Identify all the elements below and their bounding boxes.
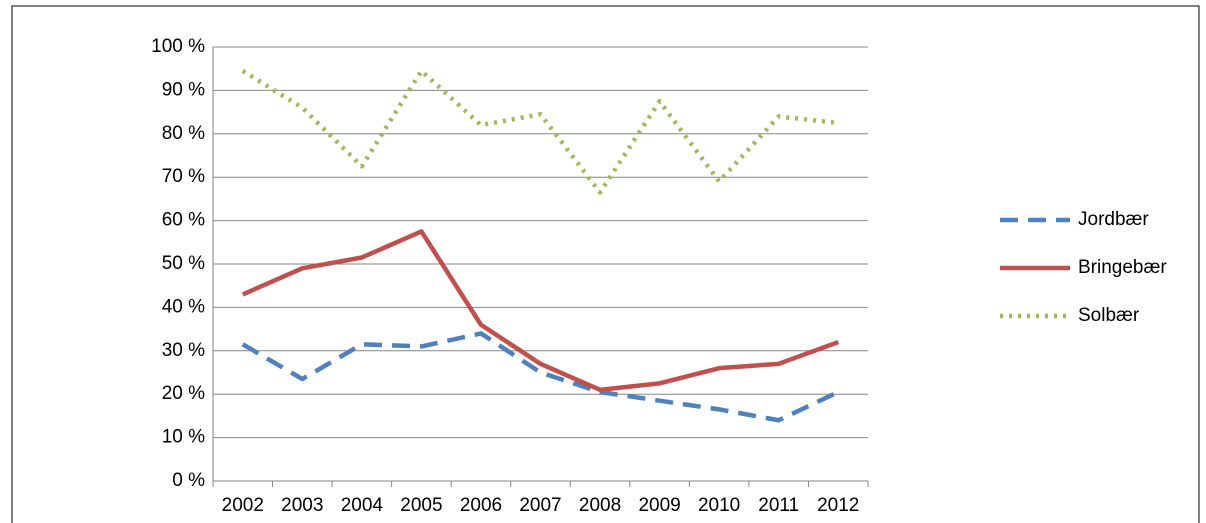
y-tick-label: 20 % [162, 383, 205, 404]
y-tick-label: 90 % [162, 79, 205, 100]
series-line [241, 229, 839, 393]
x-tick-label: 2004 [341, 495, 384, 516]
y-tick-label: 70 % [162, 166, 205, 187]
y-tick-label: 60 % [162, 210, 205, 231]
x-tick-label: 2005 [400, 495, 442, 516]
x-tick-label: 2010 [698, 495, 740, 516]
x-tick-label: 2009 [638, 495, 680, 516]
series-line [241, 331, 840, 423]
x-tick-label: 2003 [281, 495, 323, 516]
y-tick-label: 100 % [151, 36, 205, 57]
y-tick-label: 40 % [162, 296, 205, 317]
x-tick-label: 2002 [222, 495, 264, 516]
y-tick-label: 80 % [162, 123, 205, 144]
y-tick-label: 50 % [162, 253, 205, 274]
x-tick-label: 2006 [460, 495, 502, 516]
legend-label: Bringebær [1078, 257, 1167, 278]
y-tick-label: 0 % [172, 470, 205, 491]
legend-label: Jordbær [1078, 209, 1149, 230]
y-tick-label: 30 % [162, 340, 205, 361]
x-tick-label: 2011 [758, 495, 799, 516]
series-line [241, 68, 839, 195]
x-tick-label: 2007 [519, 495, 561, 516]
x-tick-label: 2012 [817, 495, 859, 516]
legend-label: Solbær [1078, 305, 1140, 326]
y-tick-label: 10 % [162, 427, 205, 448]
x-tick-label: 2008 [579, 495, 621, 516]
